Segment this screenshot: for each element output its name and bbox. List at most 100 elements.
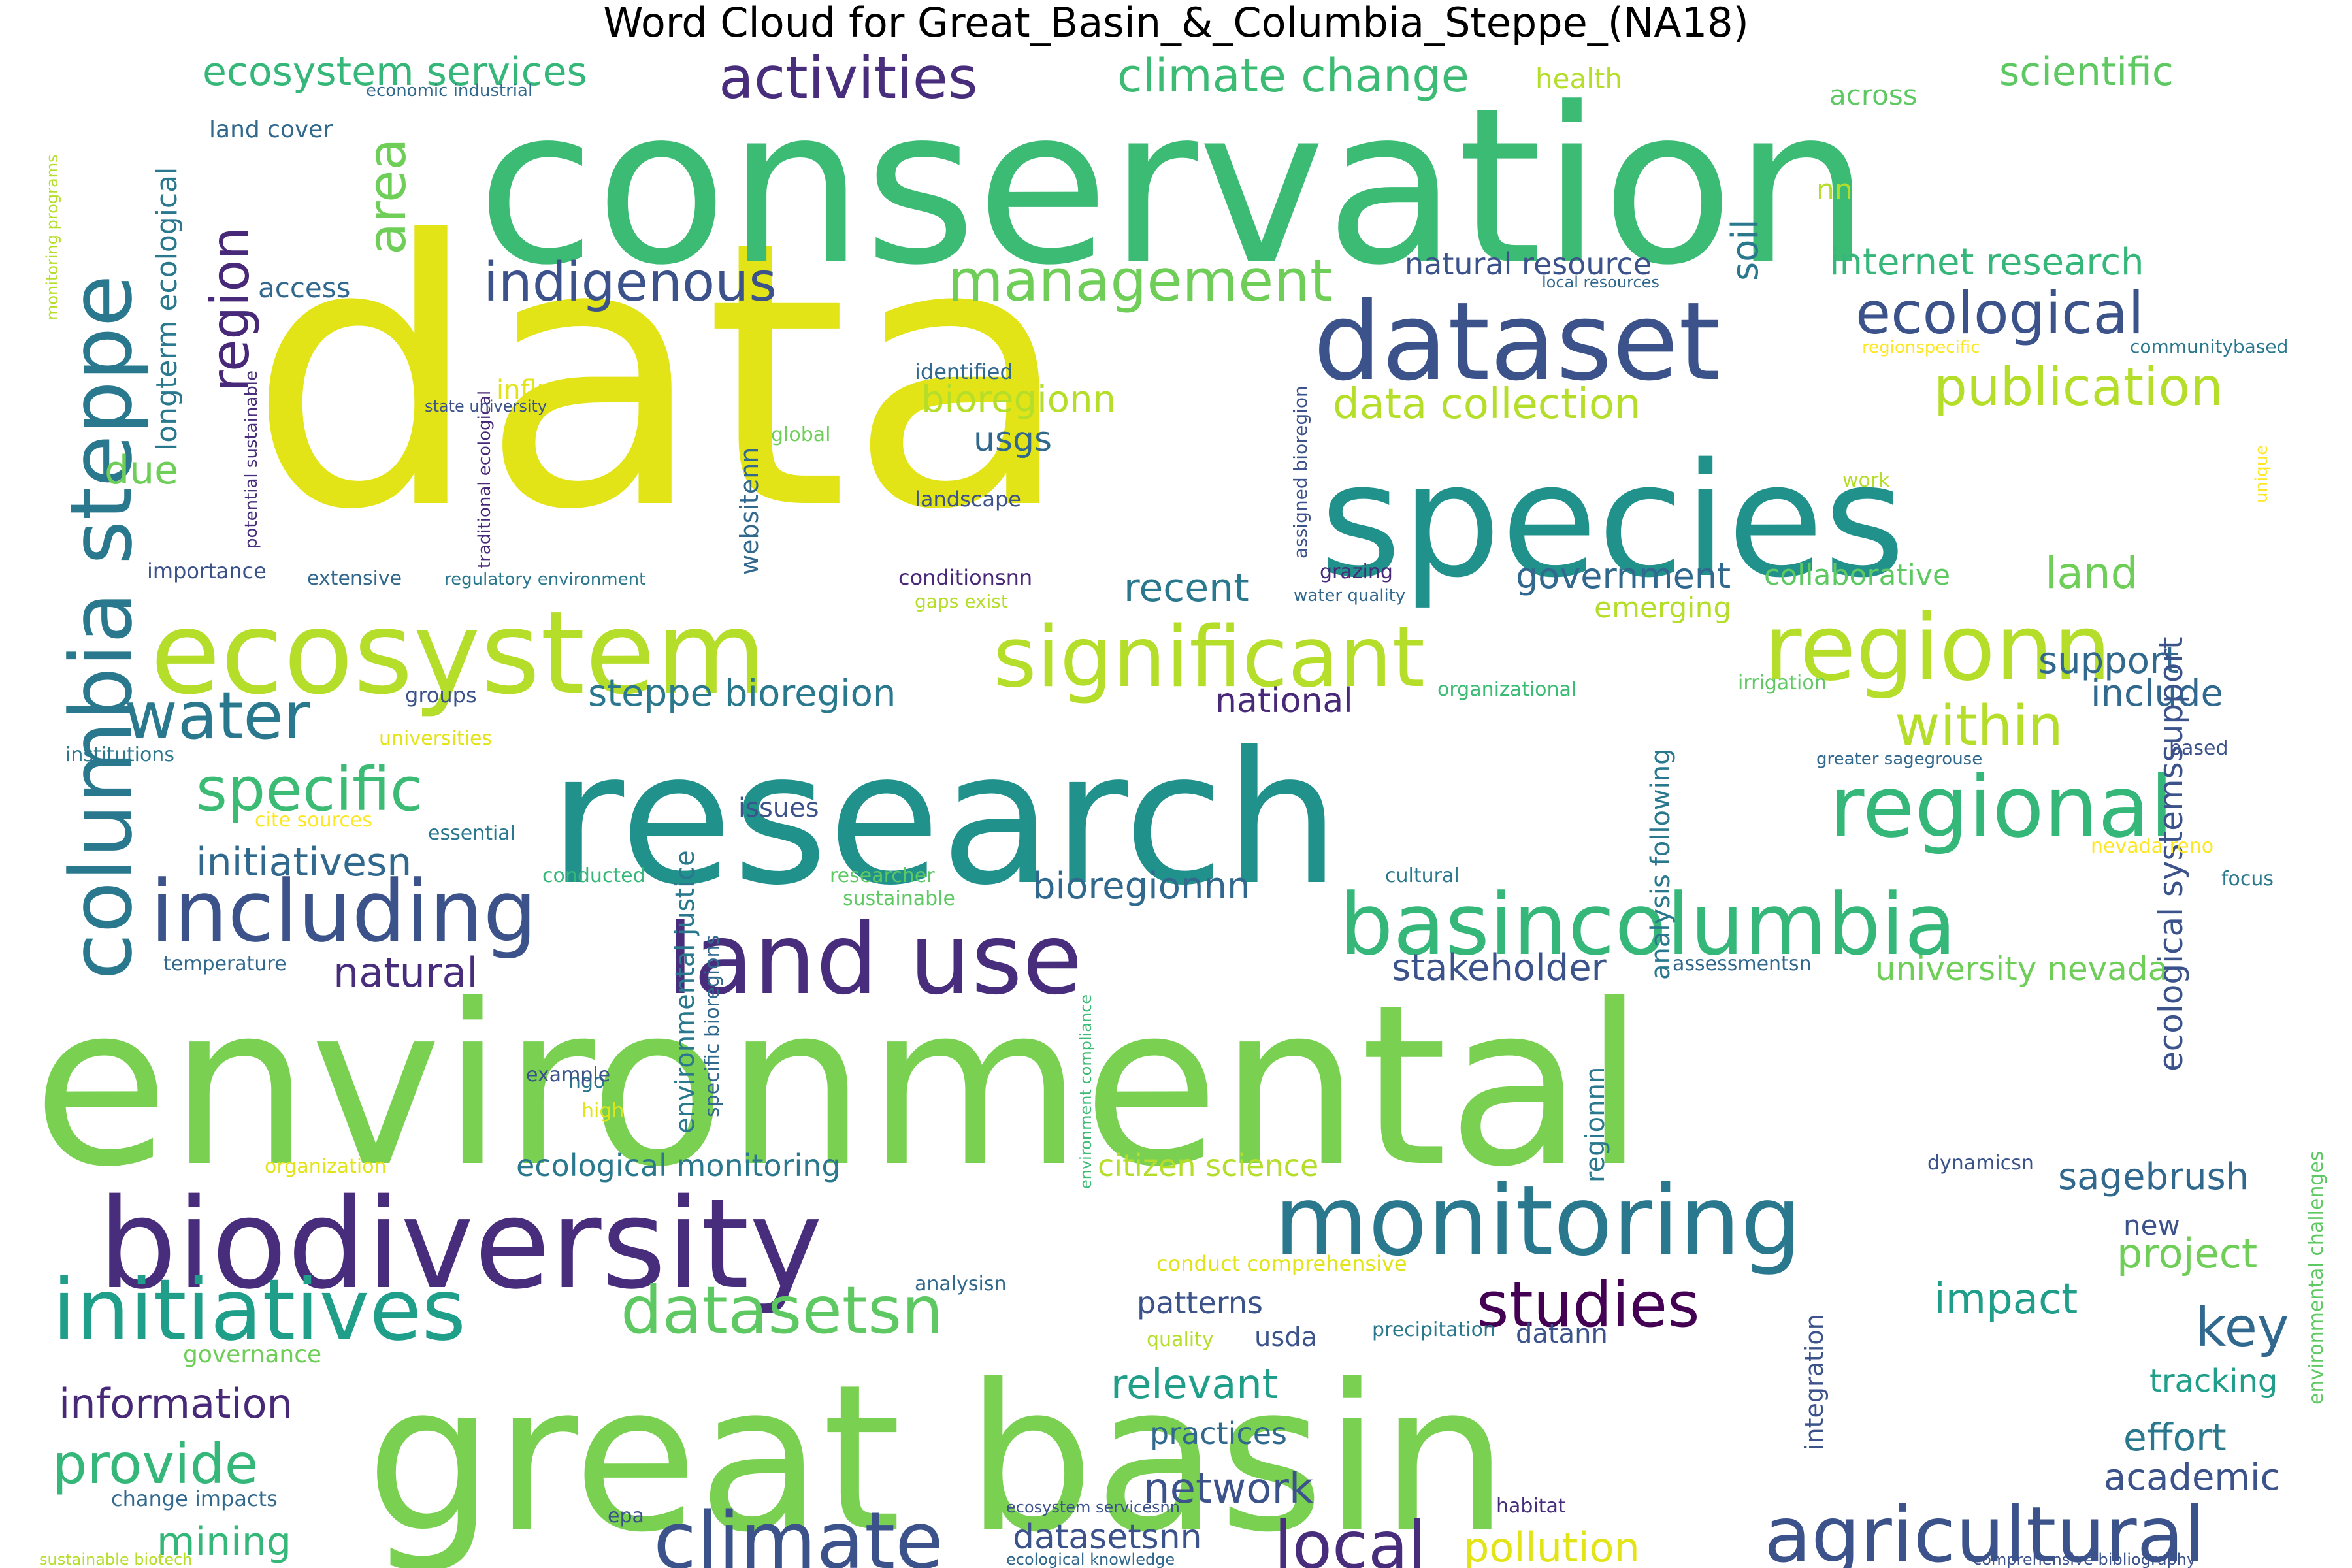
word-collaborative: collaborative: [1764, 559, 1950, 592]
word-governance: governance: [183, 1341, 321, 1368]
word-scientific: scientific: [1999, 49, 2174, 95]
word-climate-change: climate change: [1117, 49, 1469, 103]
word-cultural: cultural: [1385, 864, 1460, 887]
word-ecological: ecological: [1855, 280, 2144, 347]
word-biodiversity: biodiversity: [98, 1172, 823, 1316]
word-usda: usda: [1254, 1322, 1317, 1352]
word-publication: publication: [1934, 357, 2223, 417]
word-researcher: researcher: [830, 864, 935, 887]
word-land-cover: land cover: [209, 116, 333, 143]
word-soil: soil: [1724, 219, 1767, 281]
word-gaps-exist: gaps exist: [915, 591, 1008, 612]
word-ecosystem: ecosystem: [150, 587, 767, 720]
word-comprehensive-bibliography: comprehensive bibliography: [1973, 1550, 2196, 1568]
word-conservation: conservation: [477, 61, 1870, 312]
word-activities: activities: [719, 44, 978, 112]
word-usgs: usgs: [973, 420, 1052, 459]
word-area: area: [357, 139, 417, 255]
word-species: species: [1320, 429, 1905, 612]
word-project: project: [2117, 1230, 2257, 1277]
word-columbia: columbia: [1568, 875, 1956, 974]
word-water-quality: water quality: [1294, 586, 1405, 606]
word-conditionsnn: conditionsnn: [898, 565, 1032, 590]
word-initiatives: initiatives: [52, 1260, 466, 1360]
word-focus: focus: [2221, 868, 2274, 890]
word-region: region: [200, 227, 261, 392]
word-ecosystem-services: ecosystem services: [203, 49, 587, 95]
word-greater-sagegrouse: greater sagegrouse: [1816, 749, 1982, 769]
word-global: global: [771, 423, 831, 446]
word-monitoring: monitoring: [1274, 1165, 1802, 1277]
word-across: across: [1829, 79, 1918, 111]
word-steppe-bioregion: steppe bioregion: [588, 672, 896, 715]
word-ecological-knowledge: ecological knowledge: [1006, 1550, 1175, 1568]
word-conduct-comprehensive: conduct comprehensive: [1156, 1251, 1407, 1276]
word-land-use: land use: [666, 903, 1083, 1017]
word-ecosystem-servicesnn: ecosystem servicesnn: [1006, 1498, 1180, 1516]
word-cite-sources: cite sources: [255, 809, 372, 832]
word-agricultural: agricultural: [1764, 1490, 2206, 1568]
word-recent: recent: [1124, 565, 1249, 611]
word-specific: specific: [196, 755, 423, 825]
word-data-collection: data collection: [1333, 380, 1641, 429]
word-work: work: [1842, 469, 1890, 492]
word-regulatory-environment: regulatory environment: [444, 570, 645, 589]
word-traditional-ecological: traditional ecological: [475, 391, 495, 568]
word-change-impacts: change impacts: [111, 1486, 278, 1511]
word-practices: practices: [1150, 1416, 1287, 1451]
word-datasetsnn: datasetsnn: [1013, 1518, 1202, 1557]
word-great-basin: great basin: [366, 1341, 1509, 1568]
word-assessmentsn: assessmentsn: [1673, 953, 1811, 975]
word-conducted: conducted: [542, 864, 645, 887]
word-natural-resource: natural resource: [1405, 246, 1652, 282]
word-impact: impact: [1934, 1275, 2078, 1324]
word-including: including: [150, 862, 537, 961]
word-local: local: [1274, 1507, 1426, 1568]
word-mining: mining: [157, 1519, 291, 1565]
word-based: based: [2169, 737, 2229, 760]
word-habitat: habitat: [1496, 1495, 1566, 1518]
word-ngo: ngo: [568, 1070, 605, 1093]
word-bioregionnn: bioregionnn: [1032, 865, 1250, 907]
word-universities: universities: [379, 727, 492, 750]
word-organizational: organizational: [1437, 678, 1576, 701]
word-natural: natural: [333, 949, 478, 996]
word-indigenous: indigenous: [483, 252, 777, 314]
word-organization: organization: [265, 1155, 387, 1178]
word-patterns: patterns: [1137, 1285, 1263, 1320]
word-regional: regional: [1829, 757, 2174, 857]
word-high: high: [581, 1100, 624, 1122]
word-internet-research: internet research: [1829, 241, 2144, 284]
word-effort: effort: [2123, 1415, 2227, 1460]
word-include: include: [2091, 672, 2223, 715]
word-environmental-justice: environmental justice: [670, 850, 700, 1134]
word-local-resources: local resources: [1542, 273, 1659, 291]
word-key: key: [2195, 1297, 2289, 1359]
word-sustainable-biotech: sustainable biotech: [39, 1550, 192, 1568]
word-nevada-reno: nevada reno: [2091, 835, 2213, 858]
word-communitybased: communitybased: [2130, 336, 2288, 357]
word-state-university: state university: [425, 397, 547, 416]
word-water: water: [124, 678, 311, 754]
word-irrigation: irrigation: [1738, 672, 1827, 694]
word-due: due: [105, 448, 178, 493]
word-management: management: [947, 247, 1333, 314]
word-pollution: pollution: [1463, 1524, 1640, 1568]
word-grazing: grazing: [1320, 561, 1393, 583]
word-datann: datann: [1516, 1319, 1608, 1349]
word-monitoring-programs: monitoring programs: [43, 154, 61, 320]
word-significant: significant: [993, 609, 1425, 706]
word-quality: quality: [1147, 1328, 1214, 1351]
word-epa: epa: [608, 1505, 644, 1527]
word-identified: identified: [915, 359, 1013, 384]
word-importance: importance: [147, 559, 267, 583]
word-national: national: [1215, 681, 1353, 721]
word-groups: groups: [405, 683, 477, 708]
word-sagebrush: sagebrush: [2058, 1156, 2249, 1198]
word-government: government: [1516, 555, 1731, 596]
word-tracking: tracking: [2149, 1363, 2278, 1399]
word-influence: influence: [497, 375, 617, 405]
word-sustainable: sustainable: [843, 887, 955, 910]
word-essential: essential: [428, 822, 515, 845]
word-initiativesn: initiativesn: [196, 840, 412, 885]
